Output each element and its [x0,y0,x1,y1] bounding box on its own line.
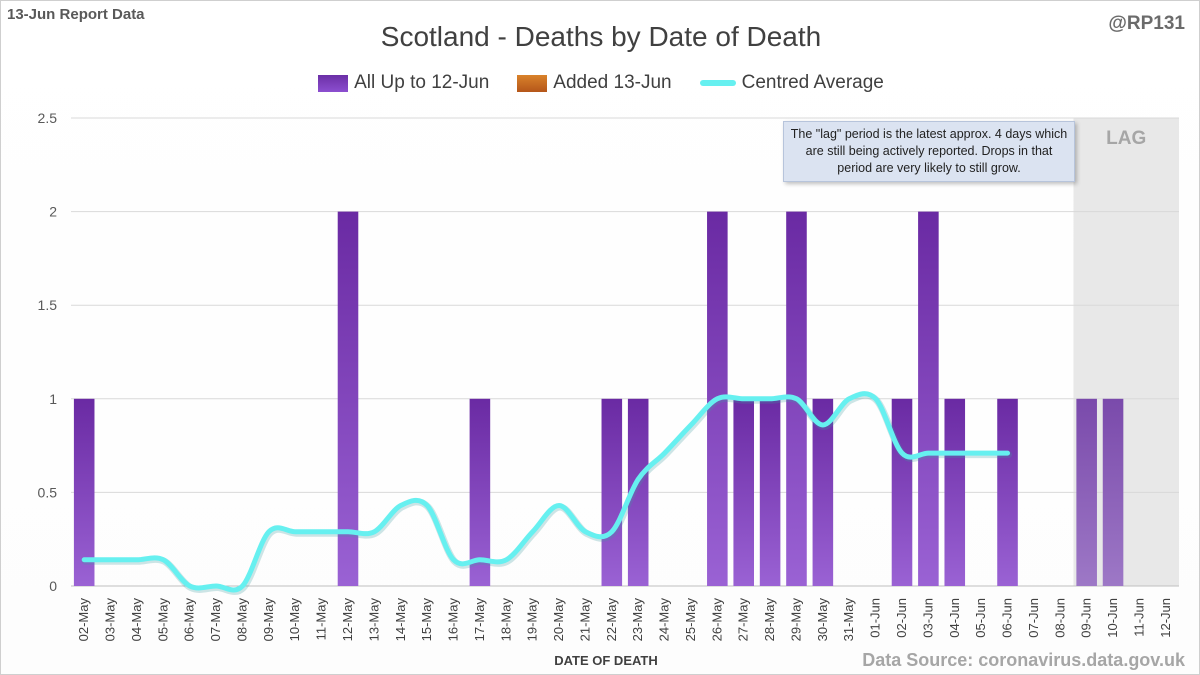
bar [1102,398,1124,586]
x-tick-label: 25-May [683,598,698,642]
average-line [81,391,1011,593]
x-tick-label: 29-May [788,598,803,642]
x-tick-label: 03-May [103,598,118,642]
x-tick-label: 12-May [340,598,355,642]
x-tick-label: 31-May [841,598,856,642]
x-tick-label: 23-May [630,598,645,642]
x-tick-label: 01-Jun [868,598,883,638]
y-tick-label: 2.5 [38,110,58,126]
bar [812,398,834,586]
x-tick-label: 10-Jun [1105,598,1120,638]
x-tick-label: 20-May [551,598,566,642]
legend-item-added: Added 13-Jun [517,72,672,94]
lag-annotation: The "lag" period is the latest approx. 4… [783,121,1075,182]
x-axis-title: DATE OF DEATH [554,653,658,668]
x-tick-label: 16-May [446,598,461,642]
y-tick-label: 0 [49,578,57,594]
x-tick-label: 04-Jun [947,598,962,638]
x-tick-label: 15-May [419,598,434,642]
average-line-shadow [81,391,1013,595]
legend-label-average: Centred Average [741,72,884,93]
y-tick-label: 1.5 [38,297,58,313]
bar [601,398,623,586]
lag-label: LAG [1106,128,1146,149]
x-tick-label: 14-May [393,598,408,642]
bar [997,398,1018,586]
x-tick-label: 13-May [366,598,381,642]
chart-title: Scotland - Deaths by Date of Death [380,21,822,52]
x-tick-label: 08-Jun [1052,598,1067,638]
x-tick-label: 09-Jun [1079,598,1094,638]
bar [944,398,966,586]
x-tick-label: 08-May [234,598,249,642]
x-tick-label: 07-May [208,598,223,642]
x-tick-label: 27-May [736,598,751,642]
x-tick-label: 11-May [314,598,329,641]
x-tick-label: 22-May [604,598,619,642]
x-tick-label: 05-May [155,598,170,642]
x-tick-label: 24-May [657,598,672,642]
bar [1076,398,1097,586]
y-tick-label: 0.5 [38,484,58,500]
x-tick-label: 30-May [815,598,830,642]
bar [918,211,939,586]
legend-swatch-all [318,74,349,92]
x-tick-label: 03-Jun [920,598,935,638]
x-tick-label: 18-May [498,598,513,642]
x-tick-label: 07-Jun [1026,598,1041,638]
x-tick-label: 21-May [577,598,592,642]
bar [627,398,649,586]
data-source: Data Source: coronavirus.data.gov.uk [862,650,1185,670]
bar [469,398,491,586]
x-tick-label: 05-Jun [973,598,988,638]
y-tick-label: 1 [49,391,57,407]
bar [337,211,359,586]
x-tick-label: 11-Jun [1131,598,1146,637]
x-tick-label: 02-Jun [894,598,909,638]
bar [73,398,95,586]
bar [891,398,913,586]
x-tick-label: 06-Jun [1000,598,1015,638]
legend-label-all: All Up to 12-Jun [354,72,490,93]
bar [759,398,781,586]
x-tick-label: 19-May [525,598,540,642]
x-tick-label: 26-May [709,598,724,642]
author-handle: @RP131 [1108,13,1185,34]
report-label: 13-Jun Report Data [7,6,145,23]
y-tick-label: 2 [49,204,57,220]
legend-swatch-average [699,80,736,86]
x-tick-label: 06-May [182,598,197,642]
chart-legend: All Up to 12-Jun Added 13-Jun Centred Av… [1,72,1200,94]
x-tick-label: 17-May [472,598,487,642]
bar [733,398,755,586]
x-tick-label: 09-May [261,598,276,642]
x-tick-label: 02-May [76,598,91,642]
x-tick-label: 04-May [129,598,144,642]
legend-item-average: Centred Average [699,72,884,94]
legend-label-added: Added 13-Jun [553,72,672,93]
x-tick-label: 28-May [762,598,777,642]
legend-item-all: All Up to 12-Jun [318,72,489,94]
legend-swatch-added [517,74,548,92]
x-tick-label: 10-May [287,598,302,642]
x-tick-label: 12-Jun [1158,598,1173,638]
